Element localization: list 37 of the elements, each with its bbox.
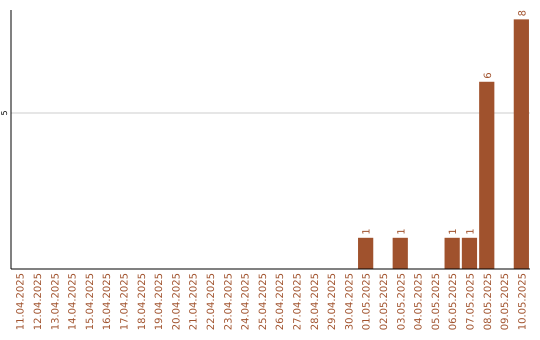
- x-tick-label: 16.04.2025: [102, 273, 114, 330]
- x-tick-label: 07.05.2025: [465, 273, 476, 330]
- x-tick-label: 28.04.2025: [310, 273, 321, 330]
- y-tick-label: 5: [0, 110, 9, 116]
- x-tick-label: 30.04.2025: [344, 273, 356, 330]
- x-tick-label: 22.04.2025: [206, 273, 217, 330]
- data-label: 1: [362, 228, 373, 235]
- x-tick-label: 02.05.2025: [378, 273, 390, 330]
- x-tick-label: 04.05.2025: [414, 273, 425, 330]
- x-tick-label: 14.04.2025: [68, 273, 79, 330]
- x-tick-label: 11.04.2025: [16, 273, 27, 330]
- data-label: 8: [517, 10, 528, 16]
- x-tick-label: 23.04.2025: [223, 273, 234, 330]
- x-tick-label: 27.04.2025: [292, 273, 304, 330]
- x-tick-label: 05.05.2025: [430, 273, 442, 330]
- x-tick-label: 01.05.2025: [362, 273, 373, 330]
- x-tick-label: 18.04.2025: [136, 273, 148, 330]
- data-label: 1: [465, 228, 476, 235]
- x-tick-label: 17.04.2025: [119, 273, 130, 330]
- data-label: 1: [448, 228, 460, 235]
- x-tick-label: 24.04.2025: [240, 273, 252, 330]
- data-label: 6: [482, 72, 494, 79]
- x-tick-label: 08.05.2025: [482, 273, 494, 330]
- x-tick-label: 06.05.2025: [448, 273, 460, 330]
- x-tick-label: 26.04.2025: [275, 273, 286, 330]
- x-tick-label: 20.04.2025: [171, 273, 182, 330]
- x-tick-label: 12.04.2025: [32, 273, 44, 330]
- x-tick-label: 10.05.2025: [517, 273, 528, 330]
- x-tick-label: 09.05.2025: [500, 273, 512, 330]
- x-tick-label: 13.04.2025: [50, 273, 62, 330]
- data-label: 1: [396, 228, 408, 235]
- x-tick-label: 15.04.2025: [84, 273, 96, 330]
- x-tick-label: 19.04.2025: [154, 273, 166, 330]
- x-tick-label: 29.04.2025: [327, 273, 338, 330]
- x-tick-label: 25.04.2025: [258, 273, 269, 330]
- x-tick-label: 21.04.2025: [188, 273, 200, 330]
- x-tick-label: 03.05.2025: [396, 273, 408, 330]
